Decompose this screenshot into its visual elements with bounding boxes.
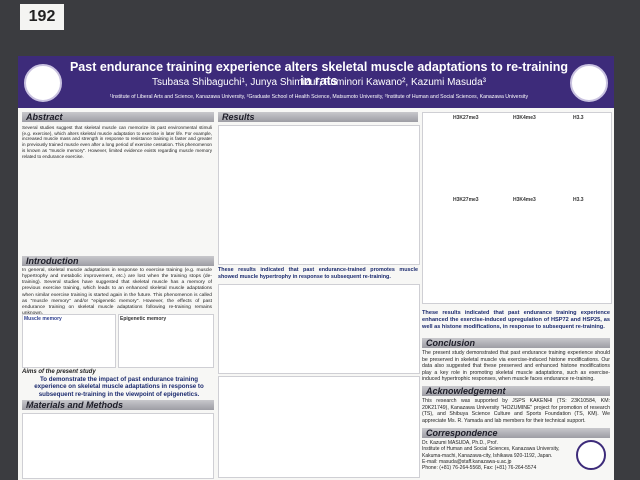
results-statement: These results indicated that past endura… — [422, 310, 610, 330]
university-logo — [576, 440, 606, 470]
figure-label: Muscle memory — [24, 316, 62, 322]
section-heading: Materials and Methods — [22, 400, 214, 410]
correspondence-line: Dr. Kazumi MASUDA, Ph.D., Prof. — [422, 440, 498, 446]
results-statement: These results indicated that past endura… — [218, 267, 418, 280]
results-figure — [218, 376, 420, 478]
aims-heading: Aims of the present study — [22, 369, 96, 375]
board-number: 192 — [20, 4, 64, 30]
results-figure — [218, 284, 420, 374]
panel-label: H3.3 — [573, 115, 584, 121]
panel-label: H3K27me3 — [453, 115, 479, 121]
conclusion-text: The present study demonstrated that past… — [422, 350, 610, 382]
authors: Tsubasa Shibaguchi¹, Junya Shimizu², Fum… — [151, 77, 487, 88]
panel-label: H3.3 — [573, 197, 584, 203]
figure: Muscle memory — [22, 314, 116, 368]
panel-label: H3K4me3 — [513, 115, 536, 121]
aims-text: To demonstrate the impact of past endura… — [34, 376, 204, 398]
section-heading: Results — [218, 112, 418, 122]
figure-label: Epigenetic memory — [120, 316, 167, 322]
section-heading: Abstract — [22, 112, 214, 122]
section-heading: Correspondence — [422, 428, 610, 438]
results-figure: H3K27me3 H3K4me3 H3.3 H3K27me3 H3K4me3 H… — [422, 112, 612, 304]
acknowledgement-text: This research was supported by JSPS KAKE… — [422, 398, 610, 424]
affiliations: ¹Institute of Liberal Arts and Science, … — [109, 94, 529, 100]
poster: Past endurance training experience alter… — [18, 56, 614, 480]
section-heading: Conclusion — [422, 338, 610, 348]
correspondence: Dr. Kazumi MASUDA, Ph.D., Prof. Institut… — [422, 440, 572, 471]
correspondence-line: Phone: (+81) 76-264-5568, Fax: (+81) 76-… — [422, 465, 537, 471]
correspondence-line: E-mail: masuda@staff.kanazawa-u.ac.jp — [422, 458, 512, 465]
university-logo — [570, 64, 608, 102]
poster-title: Past endurance training experience alter… — [69, 60, 569, 88]
abstract-text: Several studies suggest that skeletal mu… — [22, 125, 212, 159]
section-heading: Acknowledgement — [422, 386, 610, 396]
panel-label: H3K4me3 — [513, 197, 536, 203]
header-band: Past endurance training experience alter… — [18, 56, 614, 108]
university-logo — [24, 64, 62, 102]
introduction-text: In general, skeletal muscle adaptations … — [22, 268, 212, 316]
methods-figure — [22, 413, 214, 479]
figure: Epigenetic memory — [118, 314, 214, 368]
panel-label: H3K27me3 — [453, 197, 479, 203]
correspondence-line: Institute of Human and Social Sciences, … — [422, 446, 560, 459]
results-figure — [218, 125, 420, 265]
section-heading: Introduction — [22, 256, 214, 266]
